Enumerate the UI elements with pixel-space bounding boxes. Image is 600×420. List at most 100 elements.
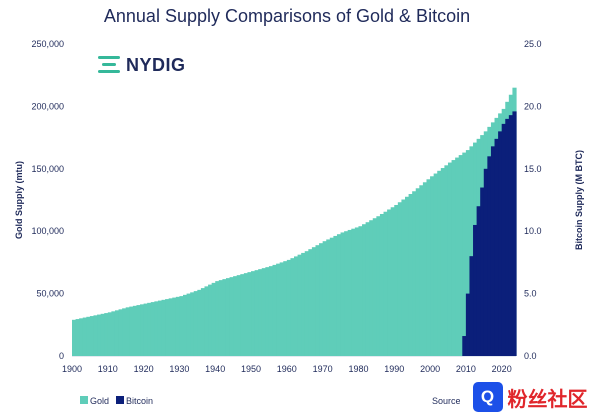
gold-bar — [140, 304, 145, 356]
gold-bar — [369, 220, 374, 356]
gold-bar — [451, 160, 456, 356]
gold-bar — [193, 291, 198, 356]
gold-bar — [111, 311, 116, 356]
x-tick-label: 1990 — [384, 364, 404, 374]
left-tick-label: 200,000 — [31, 101, 64, 111]
gold-bar — [150, 302, 155, 356]
gold-bar — [276, 263, 281, 356]
gold-bar — [297, 254, 302, 356]
gold-bar — [183, 294, 188, 356]
gold-bar — [175, 296, 181, 356]
left-axis-ticks: 0 50,000 100,000 150,000 200,000 250,000 — [31, 39, 64, 361]
bitcoin-bar — [501, 123, 506, 357]
bitcoin-bar — [508, 115, 514, 356]
gold-bar — [408, 194, 413, 356]
gold-bar — [437, 170, 442, 356]
gold-bar — [322, 241, 327, 356]
gold-bar — [225, 278, 231, 356]
gold-bar — [372, 218, 377, 356]
left-tick-label: 150,000 — [31, 164, 64, 174]
gold-bar — [261, 268, 266, 356]
gold-bar — [383, 211, 388, 356]
gold-bar — [272, 264, 277, 356]
gold-bar — [326, 239, 331, 356]
gold-bar — [351, 228, 356, 356]
gold-bar — [358, 226, 363, 356]
bitcoin-bar — [490, 146, 496, 356]
gold-bar — [197, 289, 202, 356]
gold-bar — [97, 314, 102, 356]
gold-bar — [347, 229, 352, 356]
gold-bar — [240, 274, 245, 356]
x-tick-label: 1940 — [205, 364, 225, 374]
gold-bar — [344, 231, 349, 356]
gold-bar — [426, 179, 431, 356]
gold-bar — [218, 280, 223, 356]
gold-bar — [405, 196, 410, 356]
nydig-logo: NYDIG — [98, 54, 186, 76]
x-tick-label: 1950 — [241, 364, 261, 374]
gold-bar — [251, 271, 256, 356]
gold-bar — [354, 227, 360, 356]
legend-bitcoin-label: Bitcoin — [126, 396, 153, 406]
gold-bar — [290, 258, 295, 356]
bitcoin-bar — [462, 336, 467, 356]
gold-bar — [204, 286, 209, 356]
gold-bar — [319, 243, 324, 356]
gold-bar — [465, 150, 471, 356]
gold-bar — [143, 303, 148, 356]
gold-bar — [186, 293, 191, 356]
gold-bar — [422, 182, 428, 356]
gold-bar — [390, 207, 395, 356]
gold-bar — [107, 312, 112, 356]
x-tick-label: 1980 — [348, 364, 368, 374]
legend-bitcoin-swatch — [116, 396, 124, 404]
x-tick-label: 1910 — [98, 364, 118, 374]
gold-bar — [304, 251, 309, 356]
bitcoin-bar — [494, 138, 499, 356]
bitcoin-bar — [469, 256, 474, 356]
bitcoin-bar — [487, 156, 492, 356]
bitcoin-bar — [512, 111, 517, 356]
bitcoin-bar — [476, 206, 481, 356]
gold-bar — [283, 261, 288, 356]
gold-bar — [430, 176, 435, 356]
x-tick-label: 2020 — [492, 364, 512, 374]
gold-bar — [447, 162, 453, 356]
gold-bar — [340, 232, 345, 356]
gold-bar — [229, 277, 234, 356]
bitcoin-bar — [505, 118, 510, 356]
gold-bar — [86, 316, 91, 356]
gold-bar — [362, 224, 367, 356]
gold-bar — [208, 284, 213, 356]
gold-bar — [469, 146, 474, 356]
gold-bar — [419, 185, 424, 356]
gold-bar — [301, 252, 306, 356]
right-tick-label: 20.0 — [524, 101, 542, 111]
gold-bar — [172, 297, 177, 356]
gold-bar — [462, 152, 467, 356]
gold-bar — [329, 237, 334, 356]
right-tick-label: 10.0 — [524, 226, 542, 236]
right-tick-label: 15.0 — [524, 164, 542, 174]
gold-bar — [79, 318, 84, 356]
gold-bar — [258, 269, 263, 356]
x-tick-label: 1970 — [313, 364, 333, 374]
watermark-text: 粉丝社区 — [507, 386, 588, 411]
gold-bar — [136, 305, 141, 356]
gold-bar — [286, 259, 292, 356]
gold-bar — [333, 235, 338, 356]
legend-gold-label: Gold — [90, 396, 109, 406]
watermark: Q 粉丝社区 — [460, 374, 600, 420]
x-tick-label: 1930 — [169, 364, 189, 374]
gold-bar — [114, 310, 120, 356]
gold-bar — [236, 275, 241, 356]
gold-bar — [72, 319, 77, 356]
chart-title: Annual Supply Comparisons of Gold & Bitc… — [104, 6, 470, 26]
gold-bar — [315, 245, 320, 356]
gold-bar — [165, 299, 170, 356]
bitcoin-bar — [480, 187, 485, 356]
gold-bar — [247, 272, 252, 356]
gold-bar — [440, 168, 445, 356]
